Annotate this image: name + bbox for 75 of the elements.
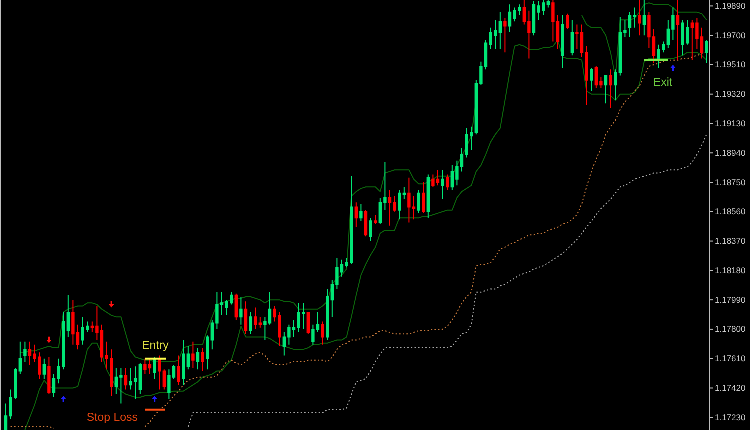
candlestick <box>206 335 210 370</box>
candlestick <box>374 214 378 225</box>
candlestick <box>201 348 204 372</box>
line-series <box>188 134 708 428</box>
candlestick <box>398 190 402 220</box>
candlestick <box>498 12 502 50</box>
candlestick <box>426 174 430 219</box>
y-tick-label: 1.18560 <box>715 206 746 217</box>
candlestick <box>244 301 248 335</box>
candlestick <box>676 0 680 61</box>
point <box>60 396 66 402</box>
y-tick-label: 1.17230 <box>715 412 746 422</box>
candlestick <box>417 190 420 214</box>
y-tick-label: 1.19700 <box>715 30 746 40</box>
candlestick <box>705 40 708 64</box>
y-tick-label: 1.19130 <box>715 118 746 128</box>
candlestick <box>609 69 612 109</box>
candlestick <box>546 0 550 8</box>
ref-line-label: Entry <box>142 340 170 352</box>
candlestick <box>158 355 162 390</box>
candlestick <box>570 20 574 56</box>
candlestick <box>24 341 27 362</box>
candlestick <box>182 340 186 386</box>
candlestick <box>66 294 70 338</box>
candlestick <box>642 0 646 36</box>
candlestick <box>254 307 258 330</box>
candlestick <box>18 341 22 375</box>
candlestick <box>177 355 180 386</box>
y-tick-label: 1.18370 <box>715 236 746 246</box>
candlestick <box>364 210 368 238</box>
y-tick-label: 1.18750 <box>715 177 746 188</box>
candlestick <box>369 218 372 242</box>
candlestick <box>441 170 444 200</box>
candlestick <box>240 296 243 326</box>
candlestick <box>446 174 450 191</box>
candlestick <box>638 0 642 36</box>
candlestick <box>234 293 238 321</box>
point <box>108 301 114 308</box>
point <box>670 65 676 72</box>
candlestick <box>138 362 142 395</box>
candlestick <box>590 68 594 92</box>
candlestick <box>192 341 195 369</box>
point <box>152 396 158 402</box>
candlestick <box>504 18 507 54</box>
candlestick <box>326 288 330 341</box>
candlestick <box>258 316 262 328</box>
candlestick <box>360 204 363 222</box>
y-tick-label: 1.19890 <box>715 0 746 11</box>
candlestick <box>48 356 51 395</box>
candlestick <box>402 186 406 200</box>
candlestick <box>196 348 200 370</box>
candlestick <box>306 312 310 335</box>
ref-line-label: Exit <box>653 76 674 89</box>
y-tick-label: 1.17990 <box>715 294 746 305</box>
y-tick-label: 1.18940 <box>715 148 746 158</box>
candlestick <box>614 69 618 102</box>
y-tick-label: 1.18180 <box>715 265 746 276</box>
y-tick-label: 1.17610 <box>715 354 746 364</box>
y-tick-label: 1.19320 <box>715 89 746 100</box>
ref-line-label: Stop Loss <box>86 412 138 424</box>
candlestick <box>561 14 564 69</box>
candlestick <box>354 202 358 228</box>
y-tick-label: 1.17800 <box>715 324 746 334</box>
candlestick <box>186 346 190 370</box>
candlestick <box>604 75 608 104</box>
point <box>46 336 52 344</box>
candlestick <box>422 182 426 214</box>
candlestick <box>321 321 324 346</box>
candlestick <box>249 312 252 335</box>
candlestick <box>566 13 570 30</box>
candlestick <box>42 358 46 380</box>
y-tick-label: 1.17420 <box>715 382 746 393</box>
candlestick <box>162 369 166 390</box>
candlestick <box>124 368 128 390</box>
y-tick-label: 1.19510 <box>715 60 746 70</box>
